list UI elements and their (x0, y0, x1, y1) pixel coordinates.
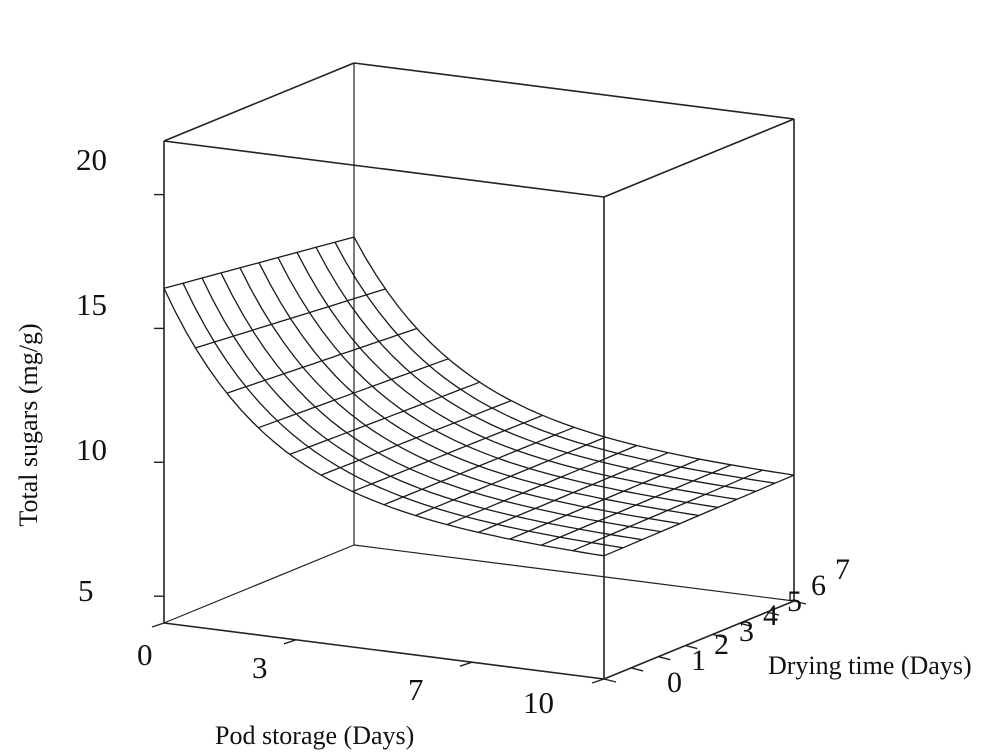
y-tick-label: 0 (667, 666, 682, 699)
z-tick-label: 5 (78, 573, 94, 608)
x-tick-label: 3 (252, 650, 268, 685)
surface-mesh-line (277, 257, 719, 509)
z-axis-title: Total sugars (mg/g) (14, 323, 43, 526)
z-tick-label: 10 (76, 432, 107, 467)
y-tick-mark (630, 667, 644, 672)
box-edge-back (163, 544, 355, 624)
y-tick-label: 3 (739, 615, 754, 648)
x-tick-labels: 0 3 7 10 (137, 637, 554, 720)
y-tick-mark (685, 644, 698, 650)
y-tick-label: 2 (714, 628, 729, 661)
x-tick-mark (151, 622, 165, 628)
response-surface (163, 236, 795, 557)
box-edge-front (163, 62, 355, 142)
z-tick-label: 15 (76, 287, 107, 322)
surface-mesh-line (201, 277, 643, 541)
y-tick-mark (793, 600, 807, 605)
y-tick-label: 6 (811, 569, 826, 602)
box-edge-front (603, 600, 795, 680)
x-tick-label: 7 (408, 672, 424, 707)
surface-mesh-line (258, 262, 700, 517)
y-tick-label: 5 (787, 585, 802, 618)
surface-mesh-line (182, 282, 624, 549)
y-tick-label: 1 (691, 644, 706, 677)
x-tick-mark (591, 678, 605, 684)
surface-mesh-line (296, 252, 738, 500)
surface-mesh-line (163, 288, 605, 557)
plot-box-back (163, 63, 795, 624)
z-tick-label: 20 (76, 142, 107, 177)
surface-mesh-line (239, 267, 681, 525)
axis-ticks (151, 193, 807, 684)
surface-mesh-line (315, 246, 757, 492)
x-tick-mark (283, 639, 297, 645)
y-axis-title: Drying time (Days) (768, 651, 972, 680)
surface-mesh-line (220, 272, 662, 533)
x-axis-title: Pod storage (Days) (215, 721, 414, 750)
y-tick-label: 7 (835, 553, 850, 586)
surface-mesh-line (334, 241, 776, 484)
x-tick-label: 0 (137, 637, 153, 672)
y-tick-label: 4 (763, 599, 778, 632)
box-edge-front (163, 140, 605, 198)
y-tick-mark (766, 611, 780, 616)
x-tick-mark (459, 661, 473, 667)
box-edge-front (603, 118, 795, 198)
x-tick-label: 10 (523, 685, 554, 720)
box-edge-back (353, 544, 795, 602)
y-tick-labels: 0 1 2 3 4 5 6 7 (667, 553, 850, 699)
box-edge-front (353, 62, 795, 120)
y-tick-mark (712, 633, 725, 639)
y-tick-mark (658, 656, 671, 661)
y-tick-mark (603, 678, 617, 683)
surface-mesh-line (353, 236, 795, 476)
plot-box-front (163, 62, 795, 680)
y-tick-mark (739, 622, 752, 627)
z-tick-labels: 5 10 15 20 (76, 142, 107, 608)
box-edge-front (163, 622, 605, 680)
